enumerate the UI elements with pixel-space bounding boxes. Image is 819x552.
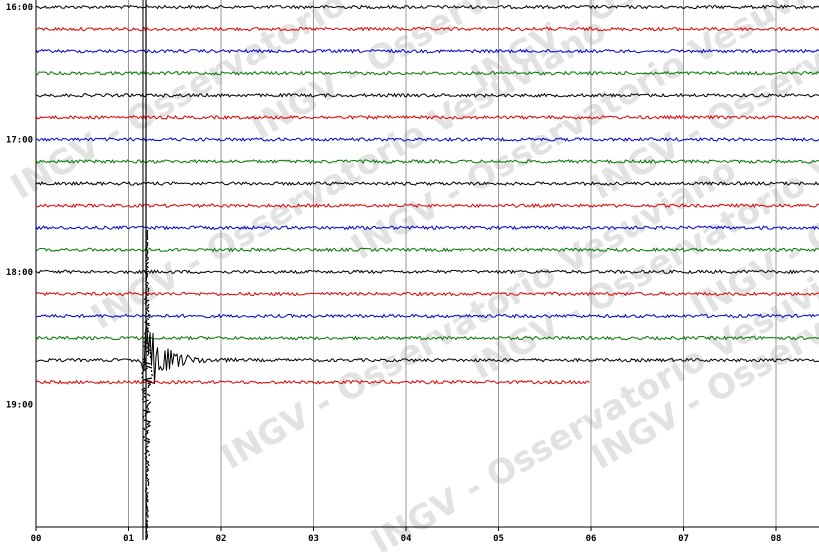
x-tick-label: 02 — [216, 534, 227, 544]
x-tick-label: 06 — [586, 534, 597, 544]
grid-layer — [35, 0, 819, 531]
seismic-trace — [35, 180, 819, 187]
seismic-trace — [35, 247, 819, 253]
x-tick-label: 05 — [493, 534, 504, 544]
seismic-trace — [35, 291, 819, 297]
x-tick-label: 00 — [31, 534, 42, 544]
seismic-trace — [35, 313, 819, 319]
x-tick-label: 01 — [123, 534, 134, 544]
hour-label: 17:00 — [6, 135, 33, 145]
label-layer: 00 01 02 03 04 05 06 07 08 16:00 17:00 18:00 19:00 — [6, 3, 782, 544]
seismic-trace — [35, 269, 819, 275]
x-tick-label: 04 — [401, 534, 412, 544]
seismic-trace — [35, 326, 819, 385]
seismic-trace — [35, 136, 819, 142]
hour-label: 19:00 — [6, 400, 33, 410]
hour-label: 18:00 — [6, 268, 33, 278]
x-tick-label: 07 — [678, 534, 689, 544]
seismic-trace — [35, 48, 819, 54]
seismic-trace — [35, 379, 590, 385]
seismic-trace — [35, 225, 819, 231]
seismic-trace — [35, 26, 819, 32]
seismic-trace — [35, 92, 819, 98]
seismic-trace — [35, 202, 819, 209]
trace-layer — [35, 0, 819, 541]
x-tick-label: 08 — [771, 534, 782, 544]
seismic-trace — [35, 158, 819, 165]
x-tick-label: 03 — [308, 534, 319, 544]
seismic-trace — [35, 4, 819, 10]
seismic-trace — [35, 335, 819, 341]
seismic-trace — [35, 114, 819, 120]
hour-label: 16:00 — [6, 3, 33, 13]
seismic-trace — [35, 70, 819, 76]
earthquake-spike — [141, 0, 153, 541]
